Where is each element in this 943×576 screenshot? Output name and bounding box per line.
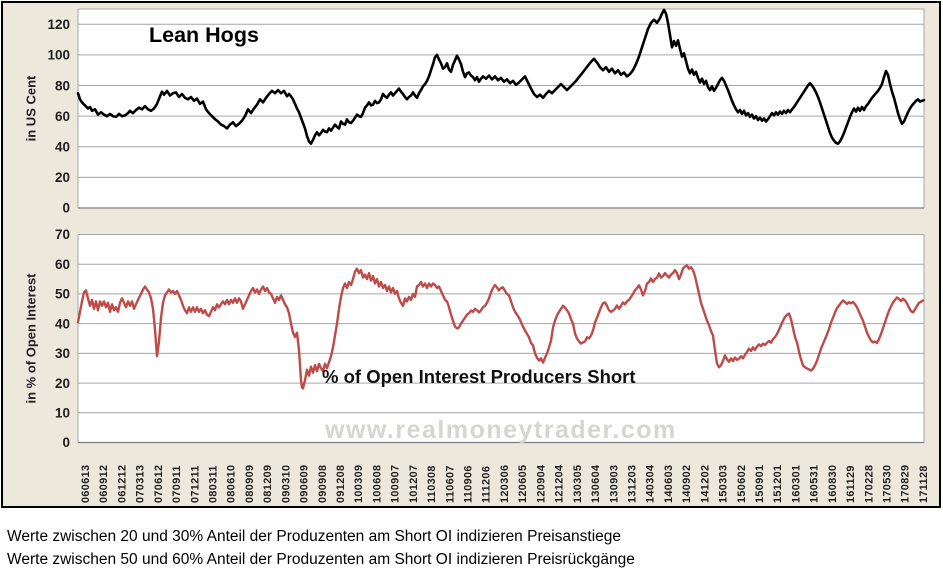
x-axis-label: 090908 [317,465,329,503]
x-axis-label: 100309 [353,465,365,503]
x-axis-label: 090310 [280,465,292,503]
x-axis-label: 150303 [718,465,730,503]
x-axis-label: 140304 [645,465,657,503]
x-axis-label: 111206 [481,466,493,503]
footnote-line-1: Werte zwischen 20 und 30% Anteil der Pro… [7,528,622,545]
x-axis-label: 101207 [408,465,420,503]
footnotes: Werte zwischen 20 und 30% Anteil der Pro… [7,525,635,571]
footnote-line-2: Werte zwischen 50 und 60% Anteil der Pro… [7,551,635,568]
x-axis-label: 130903 [608,465,620,503]
top-plot-area [78,9,924,208]
x-axis-label: 060613 [80,465,92,503]
x-axis-label: 150602 [736,465,748,503]
y-tick-label: 20 [55,170,70,185]
x-axis-label: 160301 [790,465,802,503]
bottom-plot-area [78,234,924,443]
x-axis-label: 070313 [135,465,147,503]
x-axis-label: 070612 [153,465,165,503]
x-axis-label: 120904 [535,465,547,503]
y-tick-label: 60 [55,257,70,272]
watermark-text: www.realmoneytrader.com [325,416,677,444]
y-tick-label: 30 [55,346,70,361]
y-tick-label: 60 [55,109,70,124]
y-tick-label: 120 [47,17,70,32]
x-axis-label: 080610 [226,465,238,503]
y-tick-label: 80 [55,78,70,93]
x-axis-label: 170530 [882,465,894,503]
x-axis-label: 140603 [663,465,675,503]
x-axis-label: 140902 [681,465,693,503]
x-axis-label: 081209 [262,465,274,503]
y-tick-label: 40 [55,139,70,154]
y-tick-label: 50 [55,287,70,302]
y-axis-title: in % of Open Interest [24,273,39,404]
y-tick-label: 10 [55,406,70,421]
x-axis-label: 080311 [208,465,220,503]
top-chart-title: Lean Hogs [149,23,259,47]
x-axis-label: 131203 [627,465,639,503]
y-tick-label: 0 [62,435,70,450]
x-axis-label: 130305 [572,465,584,503]
x-axis-label: 151201 [772,465,784,503]
x-axis-label: 161129 [845,465,857,503]
x-axis-label: 171128 [918,465,930,503]
bottom-chart-series-label: % of Open Interest Producers Short [322,366,636,387]
x-axis-label: 091208 [335,465,347,503]
x-axis-label: 130604 [590,465,602,503]
y-tick-label: 40 [55,316,70,331]
x-axis-label: 060912 [98,465,110,503]
x-axis-label: 160830 [827,465,839,503]
x-axis-label: 120306 [499,465,511,503]
x-axis-label: 120605 [517,465,529,503]
y-tick-label: 70 [55,227,70,242]
x-axis-label: 160531 [809,465,821,503]
x-axis-label: 070911 [171,465,183,503]
x-axis-label: 170829 [900,465,912,503]
x-axis-label: 141202 [699,465,711,503]
x-axis-label: 150901 [754,465,766,503]
x-axis-label: 090609 [299,465,311,503]
x-axis-label: 100608 [371,465,383,503]
y-axis-title: in US Cent [24,75,39,141]
x-axis-label: 100907 [390,465,402,503]
x-axis-label: 110906 [463,465,475,503]
x-axis-label: 170228 [863,465,875,503]
producers-short-line [76,264,925,390]
x-axis-label: 080909 [244,465,256,503]
y-tick-label: 0 [62,201,70,216]
x-axis-label: 071211 [189,465,201,503]
lean-hogs-line [76,8,926,145]
y-tick-label: 20 [55,376,70,391]
x-axis-label: 110308 [426,465,438,503]
x-axis-label: 110607 [444,465,456,503]
x-axis-label: 061212 [116,465,128,503]
y-tick-label: 100 [47,48,70,63]
x-axis-label: 121204 [554,465,566,503]
